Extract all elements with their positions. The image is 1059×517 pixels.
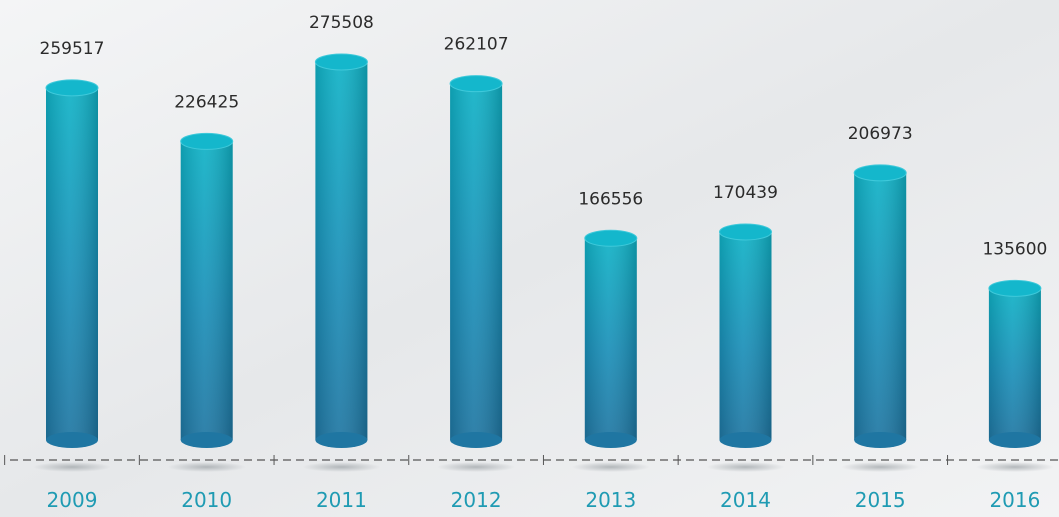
bar-bottom xyxy=(585,432,637,448)
bar-top xyxy=(450,76,502,92)
x-tick-label: 2009 xyxy=(47,488,98,512)
bar-bottom xyxy=(720,432,772,448)
chart: 259517 2009 226425 2010 275508 2011 262107 2012… xyxy=(0,0,1059,517)
bar-shade xyxy=(989,288,1041,440)
bar-shadow xyxy=(707,462,785,472)
bar-top xyxy=(989,280,1041,296)
value-label: 262107 xyxy=(444,35,509,55)
x-tick-label: 2012 xyxy=(451,488,502,512)
bar-top xyxy=(46,80,98,96)
x-tick-label: 2016 xyxy=(989,488,1040,512)
bar-top xyxy=(854,165,906,181)
bar-bottom xyxy=(181,432,233,448)
value-label: 166556 xyxy=(578,189,643,209)
value-label: 170439 xyxy=(713,183,778,203)
bar-top xyxy=(585,230,637,246)
bar-bottom xyxy=(450,432,502,448)
bar-shadow xyxy=(976,462,1054,472)
bar-top xyxy=(181,133,233,149)
value-label: 206973 xyxy=(848,124,913,144)
bar-shadow xyxy=(33,462,111,472)
bar-shade xyxy=(854,173,906,440)
bar-bottom xyxy=(46,432,98,448)
bar-shade xyxy=(181,141,233,440)
x-tick-label: 2014 xyxy=(720,488,771,512)
x-tick-label: 2011 xyxy=(316,488,367,512)
bar-bottom xyxy=(315,432,367,448)
bar-shade xyxy=(315,62,367,440)
value-label: 275508 xyxy=(309,13,374,33)
x-tick-label: 2013 xyxy=(585,488,636,512)
bar-shadow xyxy=(437,462,515,472)
bar-shadow xyxy=(572,462,650,472)
value-label: 259517 xyxy=(40,39,105,59)
bar-top xyxy=(315,54,367,70)
bar-shadow xyxy=(302,462,380,472)
value-label: 226425 xyxy=(174,92,239,112)
x-tick-label: 2010 xyxy=(181,488,232,512)
value-label: 135600 xyxy=(982,239,1047,259)
x-tick-label: 2015 xyxy=(855,488,906,512)
bar-shade xyxy=(46,88,98,440)
bar-bottom xyxy=(854,432,906,448)
bar-shade xyxy=(720,232,772,440)
bar-shadow xyxy=(168,462,246,472)
bar-top xyxy=(720,224,772,240)
bar-shade xyxy=(585,238,637,440)
bar-shade xyxy=(450,84,502,440)
bar-bottom xyxy=(989,432,1041,448)
bar-shadow xyxy=(841,462,919,472)
